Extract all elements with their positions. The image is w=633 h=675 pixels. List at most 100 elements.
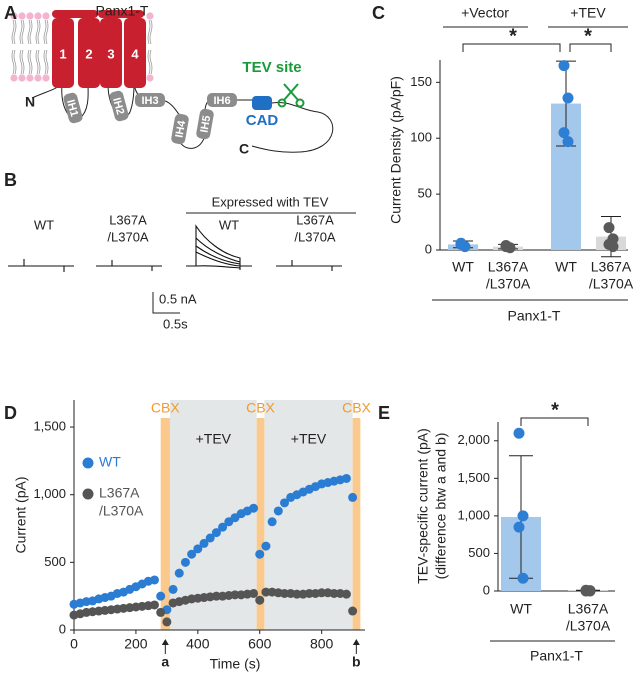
cbx-band [256,418,265,630]
x-tick-label: 600 [248,636,272,652]
data-point [230,590,240,600]
ih-label: IH2 [110,96,126,116]
ih-label: IH4 [173,119,188,139]
data-point [149,600,159,610]
y-tick-label: 150 [410,74,432,89]
data-point [180,557,190,567]
data-point [562,136,574,148]
data-point [304,588,314,598]
lipid-head [146,74,154,82]
data-point [218,522,228,532]
ih-label: IH5 [198,115,213,134]
cbx-band [160,418,170,630]
data-point [455,238,467,250]
lipid-head [146,12,154,20]
ih-box: IH1 [63,92,83,124]
trace-label: WT [219,217,239,232]
lipid-tail [43,19,49,75]
data-point [273,506,283,516]
panel-label: D [4,403,17,423]
data-point [193,544,203,554]
scale-time: 0.5s [163,316,188,331]
data-point [558,127,570,139]
panel-label: C [372,3,385,23]
data-point [205,533,215,543]
time-marker-label: a [161,654,169,670]
y-axis-label: (difference btw a and b) [433,433,449,580]
ih-box: IH2 [109,90,129,122]
helix [78,18,100,88]
cad-label: CAD [246,112,279,129]
legend-label: WT [99,454,121,470]
significance-mark: * [584,25,592,47]
trace-label: /L370A [107,229,149,244]
y-tick-label: 1,500 [33,418,66,433]
legend-label: L367A [99,485,140,501]
x-tick-label: /L370A [566,618,611,634]
lipid-tail [35,19,41,75]
panel-label: B [4,170,17,190]
data-point [603,222,615,234]
data-point [174,568,184,578]
x-tick-label: WT [555,259,577,275]
y-tick-label: 1,000 [33,486,66,501]
data-point [199,538,209,548]
helix [100,18,122,88]
ih-label: IH3 [141,95,158,107]
helix-loop [98,10,144,18]
significance-mark: * [509,25,517,47]
data-point [562,92,574,104]
data-point [317,588,327,598]
lipid-tail [19,19,25,75]
helix-label: 3 [107,46,114,61]
n-terminus: N [25,94,35,110]
data-point [267,517,277,527]
x-tick-label: 0 [70,636,78,652]
y-tick-label: 1,500 [457,470,490,485]
helix [52,18,74,88]
ih-label: IH6 [213,95,230,107]
data-point [187,549,197,559]
y-tick-label: 0 [483,582,490,597]
x-tick-label: L367A [591,259,632,275]
data-point [168,584,178,594]
x-tick-label: 800 [310,636,334,652]
current-trace [96,260,162,271]
data-point [156,607,166,617]
tev-group-label: Expressed with TEV [212,194,329,209]
y-axis-label: TEV-specific current (pA) [415,428,431,584]
helix-label: 1 [59,46,66,61]
data-point [249,503,259,513]
data-point [261,541,271,551]
legend-label: /L370A [99,503,144,519]
membrane [10,12,154,82]
lipid-head [18,12,26,20]
y-tick-label: 500 [44,554,66,569]
y-tick-label: 500 [468,545,490,560]
data-point [255,549,265,559]
significance-bracket [520,417,589,426]
data-point [255,595,265,605]
data-point [584,585,596,597]
ih-box: IH3 [135,93,165,107]
ih-label: IH1 [64,98,80,118]
lipid-head [26,12,34,20]
time-marker-label: b [352,654,361,670]
time-marker-head [352,639,360,645]
y-tick-label: 0 [59,621,66,636]
helix-label: 4 [131,46,139,61]
scale-current: 0.5 nA [159,291,197,306]
lipid-head [26,74,34,82]
data-point [607,241,619,253]
time-marker-head [161,639,169,645]
data-point [249,588,259,598]
y-tick-label: 100 [410,130,432,145]
data-point [500,241,512,253]
x-tick-label: WT [510,601,532,617]
x-axis-label: Time (s) [210,656,261,672]
current-trace [186,224,252,270]
data-point [517,510,529,522]
